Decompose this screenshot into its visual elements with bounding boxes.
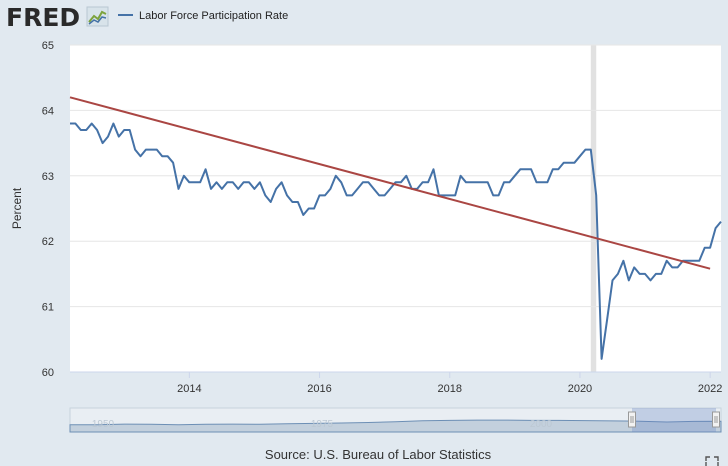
x-tick-label: 2020: [568, 383, 592, 395]
navigator-series: [69, 419, 722, 433]
x-tick-label: 2016: [307, 383, 331, 395]
x-tick-label: 2022: [698, 383, 722, 395]
chart-legend: Labor Force Participation Rate: [118, 10, 288, 22]
navigator-handle-left[interactable]: [628, 411, 636, 428]
range-navigator[interactable]: 1950 1975 2000: [69, 407, 722, 433]
recession-band: [590, 45, 597, 372]
navigator-year-label: 2000: [530, 419, 553, 430]
series-line-labor-force-participation-rate: [70, 122, 722, 360]
fred-graph-icon: [86, 6, 109, 27]
x-tick-label: 2018: [438, 383, 462, 395]
fullscreen-icon[interactable]: [705, 456, 719, 466]
fred-logo[interactable]: FRED: [6, 3, 80, 32]
navigator-year-label: 1975: [311, 419, 334, 430]
y-tick-label: 65: [42, 40, 54, 52]
navigator-selection[interactable]: [632, 408, 716, 432]
source-caption: Source: U.S. Bureau of Labor Statistics: [265, 447, 492, 462]
y-tick-label: 64: [42, 105, 54, 117]
navigator-handle-right[interactable]: [712, 411, 720, 428]
x-tick-label: 2014: [177, 383, 201, 395]
y-tick-label: 63: [42, 171, 54, 183]
plot-area: [70, 45, 721, 372]
trend-line: [69, 96, 711, 270]
y-tick-label: 61: [42, 302, 54, 314]
legend-label: Labor Force Participation Rate: [139, 10, 288, 22]
y-tick-label: 60: [42, 367, 54, 379]
y-axis-label: Percent: [10, 187, 24, 229]
y-tick-label: 62: [42, 236, 54, 248]
navigator-year-label: 1950: [92, 419, 115, 430]
